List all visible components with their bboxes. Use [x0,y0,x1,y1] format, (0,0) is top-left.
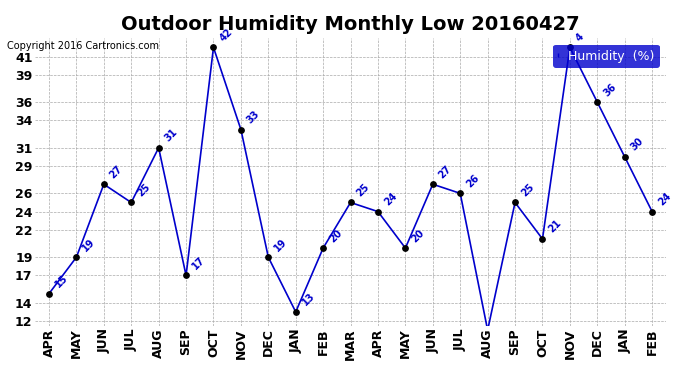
Point [290,309,302,315]
Text: 42: 42 [217,27,235,43]
Text: 11: 11 [0,374,1,375]
Text: 19: 19 [273,236,289,253]
Text: 33: 33 [245,109,262,125]
Point [647,209,658,214]
Point [427,181,438,187]
Point [564,45,575,51]
Text: 26: 26 [464,172,481,189]
Point [537,236,548,242]
Text: 20: 20 [327,227,344,244]
Text: 24: 24 [382,191,399,207]
Point [263,254,274,260]
Point [126,200,137,206]
Text: 30: 30 [629,136,646,153]
Point [181,273,192,279]
Point [235,126,246,132]
Text: Copyright 2016 Cartronics.com: Copyright 2016 Cartronics.com [7,41,159,51]
Point [153,145,164,151]
Text: 31: 31 [163,127,179,144]
Text: 25: 25 [519,182,536,198]
Point [71,254,82,260]
Text: 27: 27 [108,164,125,180]
Title: Outdoor Humidity Monthly Low 20160427: Outdoor Humidity Monthly Low 20160427 [121,15,580,34]
Text: 21: 21 [546,218,563,235]
Point [482,327,493,333]
Text: 25: 25 [355,182,371,198]
Point [345,200,356,206]
Point [208,45,219,51]
Text: 17: 17 [190,255,207,271]
Text: 20: 20 [410,227,426,244]
Text: 13: 13 [300,291,317,308]
Point [619,154,630,160]
Point [98,181,109,187]
Point [373,209,384,214]
Point [592,99,603,105]
Text: 19: 19 [81,236,97,253]
Text: 25: 25 [135,182,152,198]
Text: 27: 27 [437,164,453,180]
Point [400,245,411,251]
Text: 36: 36 [602,81,618,98]
Point [43,291,55,297]
Text: 24: 24 [656,191,673,207]
Point [455,190,466,196]
Legend: Humidity  (%): Humidity (%) [553,45,660,68]
Text: 4: 4 [574,32,586,43]
Text: 15: 15 [53,273,70,290]
Point [509,200,520,206]
Point [317,245,328,251]
